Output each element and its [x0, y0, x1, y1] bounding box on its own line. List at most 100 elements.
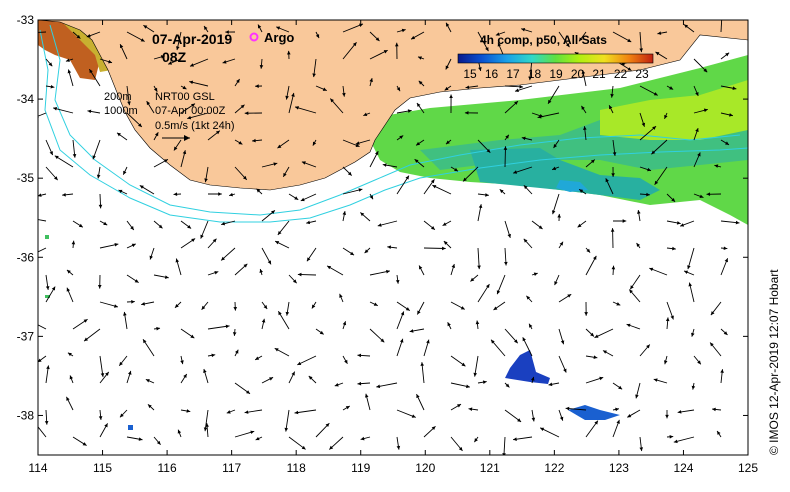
- x-tick-label: 124: [673, 461, 693, 475]
- current-vector-head: [514, 339, 518, 344]
- current-vector-head: [559, 241, 564, 246]
- current-vector-head: [470, 277, 475, 282]
- current-vector-head: [474, 438, 478, 443]
- current-vector: [54, 155, 74, 168]
- current-vector-head: [559, 416, 564, 421]
- current-vector-head: [66, 287, 71, 292]
- current-vector-head: [204, 178, 208, 183]
- current-vector-head: [670, 315, 674, 320]
- argo-marker-icon: [249, 32, 259, 42]
- current-vector-head: [449, 94, 453, 99]
- current-vector-head: [276, 26, 281, 30]
- current-vector-head: [54, 155, 59, 160]
- colorbar-tick-label: 20: [571, 67, 585, 81]
- current-vector-head: [180, 360, 184, 365]
- current-vector-head: [653, 92, 658, 96]
- current-vector-head: [528, 76, 532, 81]
- colorbar-tick-label: 17: [506, 67, 520, 81]
- current-vector-head: [387, 245, 392, 250]
- x-tick-label: 122: [544, 461, 564, 475]
- current-vector-head: [139, 185, 144, 189]
- current-vector-head: [723, 246, 728, 251]
- current-vector-head: [143, 25, 148, 29]
- current-vector-head: [204, 25, 208, 30]
- current-vector-head: [312, 141, 317, 146]
- current-vector-head: [523, 238, 528, 243]
- current-vector-head: [697, 152, 701, 157]
- current-vector-head: [285, 311, 290, 316]
- current-vector-head: [301, 161, 306, 165]
- current-vector-head: [457, 404, 462, 408]
- current-vector-head: [130, 226, 134, 230]
- current-vector-head: [442, 222, 447, 226]
- current-vector-head: [551, 210, 556, 215]
- current-vector-head: [149, 255, 153, 260]
- current-vector-head: [364, 393, 369, 398]
- current-vector-head: [225, 30, 229, 34]
- current-vector-head: [637, 210, 641, 214]
- current-vector-head: [78, 223, 83, 228]
- current-vector-head: [446, 22, 450, 27]
- current-vector-head: [344, 359, 348, 364]
- current-vector-head: [334, 383, 339, 387]
- current-vector-head: [76, 34, 81, 39]
- current-vector-head: [329, 445, 334, 450]
- current-vector-head: [505, 383, 510, 388]
- current-vector-head: [160, 55, 165, 59]
- current-vector-head: [672, 246, 676, 251]
- current-vector-head: [146, 101, 151, 106]
- current-vector-head: [503, 146, 508, 150]
- colorbar-ticks: 15 16 17 18 19 20 21 22 23: [463, 67, 649, 81]
- current-vector-head: [710, 342, 714, 347]
- current-vector: [396, 175, 410, 195]
- current-vector-head: [513, 437, 517, 441]
- isobath-label-1000m: 1000m: [104, 105, 138, 117]
- current-vector-head: [611, 265, 616, 270]
- current-vector-head: [187, 224, 192, 229]
- current-vector-head: [131, 299, 135, 304]
- current-vector-head: [100, 373, 105, 377]
- current-vector-head: [25, 216, 29, 220]
- current-vector-head: [285, 95, 289, 100]
- current-vector-head: [396, 445, 401, 450]
- current-vector-head: [176, 46, 180, 51]
- current-vector-head: [244, 410, 249, 414]
- current-vector-head: [430, 179, 435, 184]
- current-vector-head: [173, 146, 178, 151]
- current-vector-head: [557, 213, 561, 218]
- current-vector-head: [466, 384, 470, 389]
- current-vector-head: [358, 23, 363, 27]
- current-vector-head: [684, 270, 689, 274]
- current-vector-head: [291, 92, 295, 97]
- x-tick-label: 125: [738, 461, 758, 475]
- current-vector-head: [48, 62, 53, 67]
- current-vector-head: [164, 275, 169, 279]
- current-vector-head: [190, 63, 194, 67]
- current-vector-head: [278, 311, 282, 316]
- y-axis: -33 -34 -35 -36 -37 -38: [17, 13, 748, 422]
- current-vector-head: [114, 242, 119, 247]
- current-vector-head: [554, 281, 558, 286]
- current-vector-head: [322, 87, 327, 91]
- current-vector-head: [38, 193, 42, 197]
- current-vector-head: [529, 323, 533, 328]
- scale-label: 0.5m/s (1kt 24h): [155, 120, 234, 132]
- current-vector-head: [355, 143, 360, 147]
- current-vector-head: [495, 32, 500, 36]
- current-vector-head: [294, 410, 299, 415]
- current-vector: [38, 31, 47, 33]
- current-vector-head: [445, 65, 449, 70]
- current-vector-head: [635, 394, 639, 399]
- current-vector-head: [141, 302, 146, 306]
- current-vector-head: [69, 375, 74, 380]
- date-label: 07-Apr-2019: [152, 31, 232, 47]
- current-vector-head: [127, 101, 131, 106]
- current-vector-head: [458, 446, 463, 451]
- current-vector-head: [221, 256, 225, 261]
- current-vector-head: [190, 334, 195, 339]
- current-vector-head: [145, 379, 150, 383]
- current-vector-head: [680, 223, 685, 227]
- y-tick-label: -37: [17, 329, 35, 343]
- current-vector-head: [191, 238, 196, 242]
